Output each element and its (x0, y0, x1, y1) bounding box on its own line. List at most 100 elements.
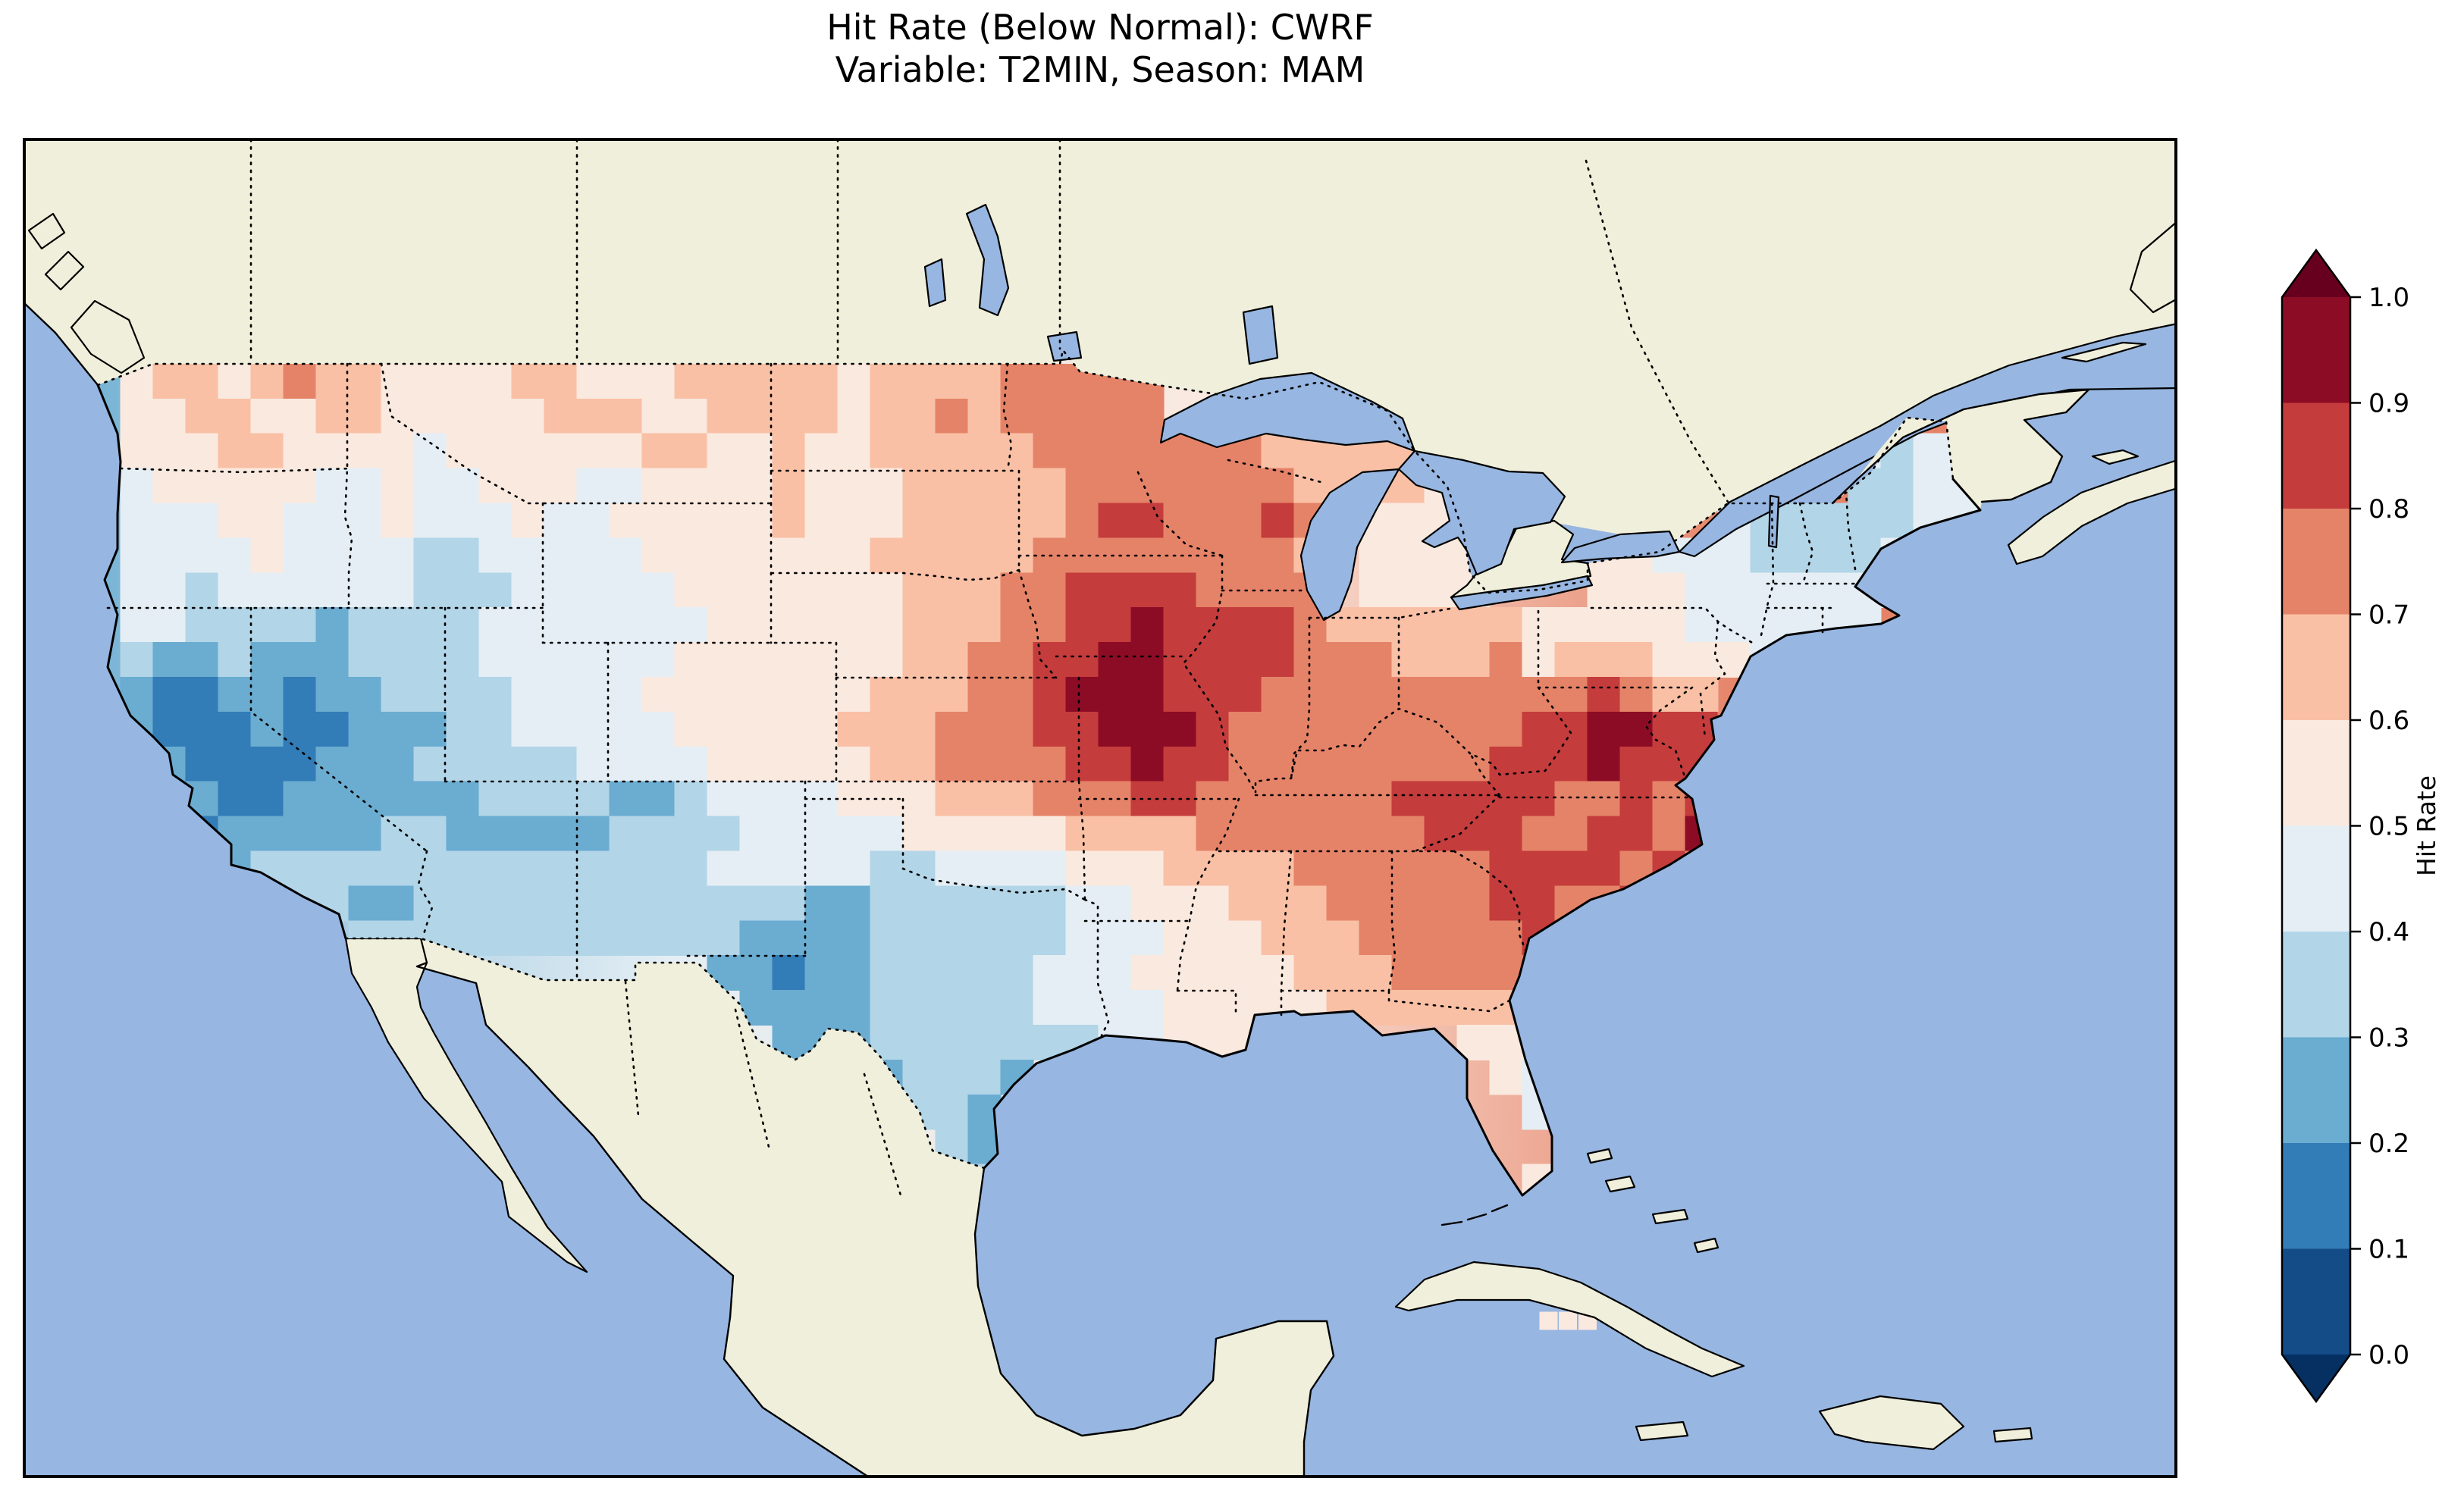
heatmap-cell (381, 363, 415, 399)
heatmap-cell (185, 746, 219, 782)
heatmap-cell (1750, 537, 1784, 574)
heatmap-cell (283, 711, 317, 747)
heatmap-cell (870, 537, 904, 574)
heatmap-cell (804, 537, 839, 574)
heatmap-cell (902, 537, 936, 574)
heatmap-cell (250, 468, 284, 504)
heatmap-cell (707, 468, 741, 504)
heatmap-cell (837, 572, 871, 609)
heatmap-cell (446, 642, 480, 678)
heatmap-cell (837, 503, 871, 539)
colorbar-segment (2282, 1143, 2350, 1250)
heatmap-cell (576, 572, 610, 609)
heatmap-cell (1489, 711, 1523, 747)
heatmap-cell (1424, 642, 1458, 678)
heatmap-cell (511, 433, 545, 469)
heatmap-cell (1293, 885, 1328, 922)
heatmap-cell (935, 433, 969, 469)
heatmap-cell (1261, 676, 1295, 713)
heatmap-cell (772, 850, 806, 887)
heatmap-cell (1163, 885, 1197, 922)
heatmap-cell (739, 676, 773, 713)
heatmap-cell (1717, 572, 1751, 609)
florida-keys (1440, 1204, 1509, 1226)
colorbar-tick-label: 0.5 (2368, 812, 2409, 842)
heatmap-cell (1359, 642, 1393, 678)
heatmap-cell (1554, 642, 1588, 678)
heatmap-cell (315, 398, 350, 434)
heatmap-cell (772, 920, 806, 957)
heatmap-cell (185, 642, 219, 678)
heatmap-cell (1228, 503, 1262, 539)
heatmap-cell (544, 607, 578, 643)
heatmap-cell (1554, 711, 1588, 747)
heatmap-cell (315, 363, 350, 399)
heatmap-cell (772, 433, 806, 469)
heatmap-cell (1554, 781, 1588, 817)
heatmap-cell (674, 676, 708, 713)
heatmap-cell (804, 711, 839, 747)
heatmap-cell (576, 781, 610, 817)
heatmap-cell (837, 433, 871, 469)
heatmap-cell (413, 468, 447, 504)
heatmap-cell (902, 781, 936, 817)
heatmap-cell (1065, 468, 1099, 504)
heatmap-cell (511, 816, 545, 852)
heatmap-cell (1000, 642, 1034, 678)
heatmap-cell (1539, 1311, 1558, 1330)
heatmap-cell (870, 398, 904, 434)
heatmap-cell (772, 816, 806, 852)
heatmap-cell (1685, 572, 1719, 609)
heatmap-cell (120, 572, 154, 609)
heatmap-cell (967, 503, 1002, 539)
heatmap-cell (576, 885, 610, 922)
heatmap-cell (381, 816, 415, 852)
heatmap-cell (967, 816, 1002, 852)
heatmap-cell (348, 607, 382, 643)
colorbar-segment (2282, 932, 2350, 1038)
heatmap-cell (870, 607, 904, 643)
heatmap-cell (1065, 676, 1099, 713)
heatmap-cell (935, 642, 969, 678)
heatmap-cell (478, 850, 513, 887)
heatmap-cell (902, 746, 936, 782)
heatmap-cell (1033, 642, 1067, 678)
heatmap-cell (1880, 503, 1914, 539)
heatmap-cell (641, 398, 676, 434)
heatmap-cell (641, 816, 676, 852)
title-line1: Hit Rate (Below Normal): CWRF (826, 7, 1374, 48)
heatmap-cell (1326, 746, 1360, 782)
heatmap-cell (576, 746, 610, 782)
heatmap-cell (935, 781, 969, 817)
heatmap-cell (935, 676, 969, 713)
heatmap-cell (902, 990, 936, 1026)
heatmap-cell (381, 642, 415, 678)
heatmap-cell (1228, 676, 1262, 713)
heatmap-cell (935, 537, 969, 574)
heatmap-cell (446, 398, 480, 434)
jamaica (1635, 1420, 1689, 1442)
heatmap-cell (1163, 711, 1197, 747)
colorbar-segment (2282, 297, 2350, 404)
heatmap-cell (544, 781, 578, 817)
heatmap-cell (1163, 607, 1197, 643)
heatmap-cell (250, 537, 284, 574)
heatmap-cell (1391, 990, 1425, 1026)
heatmap-cell (1098, 885, 1132, 922)
heatmap-cell (1098, 746, 1132, 782)
heatmap-cell (1065, 607, 1099, 643)
heatmap-cell (1293, 955, 1328, 991)
heatmap-cell (446, 503, 480, 539)
heatmap-cell (1424, 990, 1458, 1026)
heatmap-cell (478, 816, 513, 852)
heatmap-cell (902, 1059, 936, 1095)
heatmap-cell (283, 398, 317, 434)
colorbar-tick-label: 0.8 (2368, 494, 2409, 525)
heatmap-cell (902, 955, 936, 991)
heatmap-cell (967, 1025, 1002, 1060)
colorbar: 1.0 0.9 0.8 0.7 0.6 0.5 0.4 0.3 0.2 0.1 0.0 Hit Rat… (2281, 248, 2441, 1404)
heatmap-cell (870, 572, 904, 609)
heatmap-cell (837, 468, 871, 504)
heatmap-cell (1652, 642, 1686, 678)
heatmap-cell (1424, 572, 1458, 609)
